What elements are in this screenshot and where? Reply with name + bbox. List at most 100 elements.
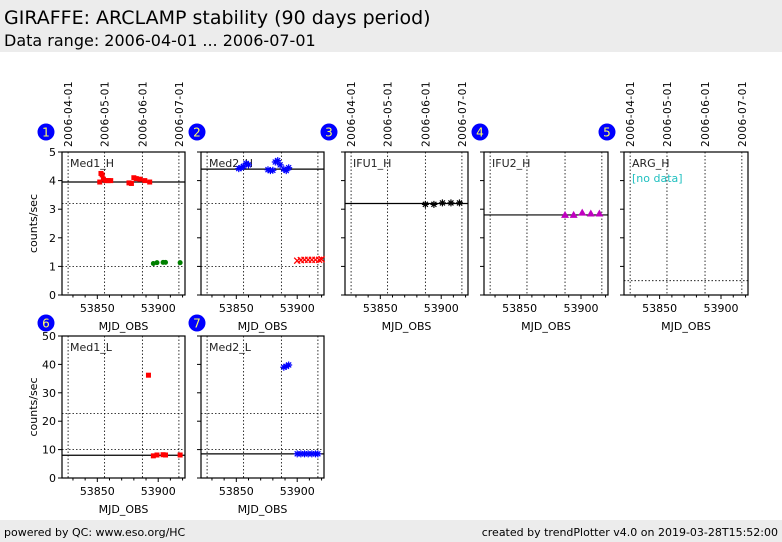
x-axis-label: MJD_OBS: [99, 503, 149, 516]
x-tick-label: 53900: [424, 302, 459, 315]
x-axis-label: MJD_OBS: [99, 320, 149, 333]
data-point: [154, 260, 160, 266]
x-axis-label: MJD_OBS: [661, 320, 711, 333]
data-point: [163, 452, 169, 458]
x-axis-label: MJD_OBS: [238, 503, 288, 516]
data-point: [578, 208, 587, 216]
x-tick-label: 53900: [280, 302, 315, 315]
date-tick-label: 2006-07-01: [457, 81, 469, 147]
panel-number-badge: [188, 314, 206, 332]
data-point: [177, 452, 183, 458]
footer-created-by: created by trendPlotter v4.0 on 2019-03-…: [481, 526, 778, 539]
data-point: [128, 180, 134, 186]
panel-number: 5: [603, 126, 611, 140]
x-axis-label: MJD_OBS: [382, 320, 432, 333]
y-tick-label: 0: [49, 289, 56, 302]
date-tick-label: 2006-05-01: [383, 81, 395, 147]
data-point: [242, 159, 250, 167]
data-point: [280, 165, 288, 173]
data-point: [108, 178, 114, 184]
y-tick-label: 2: [49, 232, 56, 245]
date-tick-label: 2006-05-01: [662, 81, 674, 147]
data-point: [447, 199, 455, 207]
data-point: [269, 166, 277, 174]
header: GIRAFFE: ARCLAMP stability (90 days peri…: [0, 0, 782, 52]
data-point: [142, 178, 148, 184]
panel-ARG_H: 5 2006-04-01 2006-05-01 2006-06-01 2006-07-0…: [598, 81, 749, 333]
data-point: [147, 179, 153, 185]
page-subtitle: Data range: 2006-04-01 ... 2006-07-01: [4, 31, 316, 50]
x-tick-label: 53850: [219, 485, 254, 498]
panel-number-badge: [471, 123, 489, 141]
panel-label: IFU1_H: [353, 157, 391, 170]
date-tick-label: 2006-05-01: [100, 81, 112, 147]
data-point: [430, 200, 438, 208]
date-tick-label: 2006-04-01: [346, 81, 358, 147]
y-tick-label: 5: [49, 146, 56, 159]
panel-number-badge: [37, 314, 55, 332]
x-axis-label: MJD_OBS: [521, 320, 571, 333]
y-tick-label: 1: [49, 260, 56, 273]
panel-IFU2_H: 4 53850 53900 MJD_OBS IFU2_H: [471, 123, 609, 333]
data-point: [293, 450, 301, 458]
y-axis-label: counts/sec: [27, 194, 40, 253]
data-point: [301, 450, 309, 458]
panel-number-badge: [320, 123, 338, 141]
y-tick-label: 10: [42, 444, 56, 457]
panel-number: 4: [476, 126, 484, 140]
panel-Med2_L: 7 53850 53900 MJD_OBS Med2_L: [188, 314, 325, 516]
data-point: [455, 199, 463, 207]
data-point: [304, 450, 312, 458]
data-point: [561, 210, 570, 218]
data-point: [145, 372, 151, 378]
y-tick-label: 0: [49, 472, 56, 485]
panel-number: 1: [42, 126, 50, 140]
data-point: [240, 162, 248, 170]
axes-frame: [623, 151, 749, 296]
data-point: [282, 167, 290, 175]
axes-frame: [200, 335, 325, 479]
footer: powered by QC: www.eso.org/HC created by…: [0, 520, 782, 542]
data-point: [276, 161, 284, 169]
data-point: [264, 166, 272, 174]
panel-number-badge: [188, 123, 206, 141]
y-tick-label: 20: [42, 415, 56, 428]
panel-number: 2: [193, 126, 201, 140]
x-tick-label: 53850: [80, 302, 115, 315]
x-tick-label: 53900: [563, 302, 598, 315]
panel-label: Med2_L: [209, 341, 252, 354]
panel-number-badge: [598, 123, 616, 141]
date-tick-label: 2006-06-01: [420, 81, 432, 147]
date-tick-label: 2006-06-01: [137, 81, 149, 147]
data-point: [318, 255, 326, 263]
x-tick-label: 53900: [280, 485, 315, 498]
footer-powered-by: powered by QC: www.eso.org/HC: [4, 526, 186, 539]
data-point: [314, 450, 322, 458]
data-point: [137, 176, 143, 182]
data-point: [595, 209, 604, 217]
no-data-note: [no data]: [632, 172, 683, 185]
data-point: [569, 210, 578, 218]
axes-frame: [61, 151, 186, 296]
x-tick-label: 53850: [363, 302, 398, 315]
panel-label: ARG_H: [632, 157, 669, 170]
axes-frame: [483, 151, 609, 296]
data-point: [154, 452, 160, 458]
data-point: [297, 450, 305, 458]
data-point: [97, 179, 103, 185]
data-point: [133, 176, 139, 182]
data-point: [421, 200, 429, 208]
x-tick-label: 53900: [141, 485, 176, 498]
data-point: [586, 209, 595, 217]
date-tick-label: 2006-06-01: [700, 81, 712, 147]
panel-label: Med1_L: [70, 341, 113, 354]
x-tick-label: 53850: [80, 485, 115, 498]
y-tick-label: 4: [49, 175, 56, 188]
y-tick-label: 40: [42, 358, 56, 371]
data-point: [438, 199, 446, 207]
data-point: [308, 450, 316, 458]
data-point: [274, 157, 282, 165]
panel-IFU1_H: 3 2006-04-01 2006-05-01 2006-06-01 2006-07-0…: [320, 81, 469, 333]
x-tick-label: 53850: [642, 302, 677, 315]
